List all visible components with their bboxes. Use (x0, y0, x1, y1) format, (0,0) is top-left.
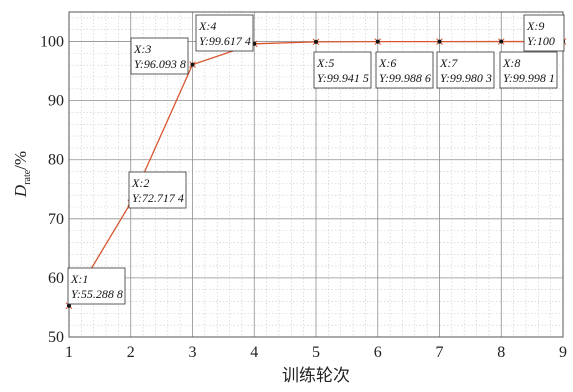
plot-frame (68, 11, 564, 338)
y-tick-label: 50 (48, 329, 64, 346)
x-tick-label: 8 (497, 344, 505, 361)
y-axis-ticks: 50 60 70 80 90 100 (40, 34, 64, 346)
data-tip: X:4Y:99.617 4 (195, 14, 254, 52)
data-tip: X:5Y:99.941 5 (313, 51, 372, 89)
data-tip-y: Y:99.988 6 (379, 71, 431, 85)
data-tip-y: Y:72.717 4 (132, 191, 184, 205)
y-tick-label: 80 (48, 152, 64, 169)
data-tip-y: Y:99.941 5 (317, 71, 369, 85)
x-tick-label: 2 (127, 344, 135, 361)
data-tip: X:1Y:55.288 8 (67, 267, 126, 305)
data-tip-box (436, 51, 495, 89)
data-tip-box (128, 171, 187, 209)
x-tick-label: 4 (250, 344, 258, 361)
data-tip-y: Y:99.617 4 (199, 34, 251, 48)
data-tip-x: X:3 (133, 42, 151, 56)
data-tip-box (375, 51, 434, 89)
data-point-marker (436, 38, 443, 46)
minor-grid (69, 12, 563, 337)
data-tip-y: Y:99.980 3 (440, 71, 492, 85)
y-axis-label-unit: /% (11, 151, 30, 170)
data-tip-x: X:7 (439, 56, 458, 70)
svg-text:Drate/%: Drate/% (11, 151, 33, 198)
data-tip-x: X:6 (378, 56, 396, 70)
data-tip-box (67, 267, 126, 305)
data-point-marker (189, 61, 196, 68)
data-tip: X:9Y:100 (523, 14, 565, 52)
data-tip-x: X:9 (526, 19, 544, 33)
data-tip-y: Y:100 (527, 34, 555, 48)
data-tip-box (523, 14, 565, 52)
data-tips: X:1Y:55.288 8X:2Y:72.717 4X:3Y:96.093 8X… (67, 14, 565, 305)
data-tip-box (313, 51, 372, 89)
data-tip: X:6Y:99.988 6 (375, 51, 434, 89)
data-tip-x: X:2 (131, 176, 149, 190)
y-tick-label: 70 (48, 211, 64, 228)
y-axis-label-main: D (11, 184, 30, 198)
data-tip-box (499, 51, 558, 89)
data-point-marker (374, 38, 382, 45)
x-tick-label: 1 (65, 344, 73, 361)
data-tip: X:3Y:96.093 8 (130, 37, 189, 75)
y-axis-label: Drate/% (11, 151, 33, 198)
x-tick-label: 9 (559, 344, 567, 361)
data-point-marker (497, 38, 505, 45)
data-tip: X:7Y:99.980 3 (436, 51, 495, 89)
y-tick-label: 100 (40, 34, 64, 51)
data-tip-y: Y:99.998 1 (503, 71, 555, 85)
data-point-marker (312, 38, 320, 46)
data-tip-y: Y:55.288 8 (71, 287, 123, 301)
y-tick-label: 90 (48, 93, 64, 110)
x-tick-label: 3 (189, 344, 197, 361)
x-axis-ticks: 1 2 3 4 5 6 7 8 9 (65, 344, 567, 361)
x-tick-label: 6 (374, 344, 382, 361)
data-tip-y: Y:96.093 8 (134, 57, 186, 71)
data-tip-x: X:4 (198, 19, 216, 33)
x-tick-label: 7 (436, 344, 444, 361)
data-tip-x: X:1 (70, 272, 88, 286)
x-axis-label: 训练轮次 (282, 366, 350, 385)
data-tip-box (130, 37, 189, 75)
data-tip: X:8Y:99.998 1 (499, 51, 558, 89)
x-tick-label: 5 (312, 344, 320, 361)
data-tip-x: X:8 (502, 56, 520, 70)
data-tip-box (195, 14, 254, 52)
y-axis-label-sub: rate (22, 169, 33, 185)
data-tip: X:2Y:72.717 4 (128, 171, 187, 209)
y-tick-label: 60 (48, 270, 64, 287)
data-tip-x: X:5 (316, 56, 334, 70)
